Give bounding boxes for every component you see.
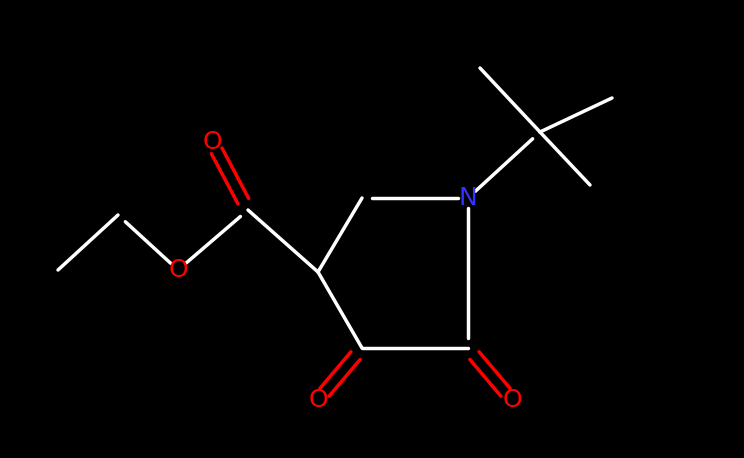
Text: O: O [168,258,187,282]
Text: O: O [202,130,222,154]
Text: O: O [502,388,522,412]
Text: O: O [308,388,328,412]
Text: N: N [458,186,478,210]
